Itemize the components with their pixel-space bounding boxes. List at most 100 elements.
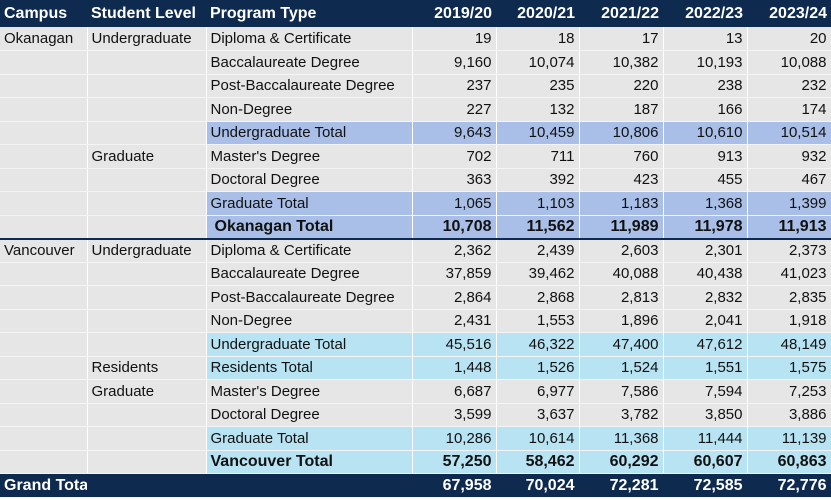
- table-row: Graduate Master's Degree 6,687 6,977 7,5…: [0, 379, 831, 404]
- undergraduate-total-row: Undergraduate Total 45,516 46,322 47,400…: [0, 332, 831, 357]
- value-cell: 72,776: [747, 473, 831, 498]
- value-cell: 467: [747, 168, 831, 192]
- value-cell: 1,103: [496, 191, 580, 216]
- grand-total-row: Grand Total 67,958 70,024 72,281 72,585 …: [0, 473, 831, 498]
- value-cell: 10,614: [496, 426, 580, 451]
- table-row: Non-Degree 227 132 187 166 174: [0, 97, 831, 122]
- campus-cell: [0, 74, 88, 98]
- program-cell: Undergraduate Total: [206, 332, 413, 357]
- program-cell: Vancouver Total: [206, 449, 413, 474]
- value-cell: 10,088: [747, 50, 831, 75]
- header-year-2019: 2019/20: [412, 0, 496, 27]
- value-cell: 41,023: [747, 262, 831, 286]
- campus-cell: [0, 168, 88, 192]
- value-cell: 18: [496, 27, 580, 51]
- campus-cell: [0, 215, 88, 239]
- level-cell: [87, 74, 207, 98]
- campus-cell: [0, 356, 88, 380]
- level-cell: [87, 121, 207, 145]
- value-cell: 932: [747, 144, 831, 169]
- value-cell: 7,594: [663, 379, 748, 404]
- program-cell: Non-Degree: [206, 97, 413, 122]
- value-cell: 2,373: [747, 237, 831, 263]
- table-row: Non-Degree 2,431 1,553 1,896 2,041 1,918: [0, 309, 831, 333]
- value-cell: 6,977: [496, 379, 580, 404]
- value-cell: 47,400: [579, 332, 664, 357]
- program-cell: Baccalaureate Degree: [206, 262, 413, 286]
- table-row: Post-Baccalaureate Degree 2,864 2,868 2,…: [0, 285, 831, 310]
- value-cell: 1,065: [412, 191, 497, 216]
- header-row: Campus Student Level Program Type 2019/2…: [0, 0, 831, 27]
- value-cell: 70,024: [496, 473, 580, 498]
- grand-total-label: Grand Total: [0, 473, 88, 498]
- value-cell: 10,610: [663, 120, 748, 145]
- value-cell: 1,526: [496, 355, 580, 380]
- value-cell: 2,868: [496, 285, 580, 310]
- program-cell: Graduate Total: [206, 191, 413, 216]
- header-year-2021: 2021/22: [579, 0, 663, 27]
- level-cell: [87, 426, 207, 451]
- value-cell: 57,250: [412, 449, 497, 474]
- value-cell: 227: [412, 97, 497, 122]
- value-cell: 19: [412, 27, 497, 51]
- program-cell: Doctoral Degree: [206, 168, 413, 192]
- program-cell: Post-Baccalaureate Degree: [206, 285, 413, 310]
- campus-cell: [0, 285, 88, 310]
- campus-cell: Okanagan: [0, 27, 88, 51]
- value-cell: 72,281: [579, 473, 664, 498]
- value-cell: 1,575: [747, 355, 831, 380]
- value-cell: 1,524: [579, 355, 664, 380]
- value-cell: 760: [579, 144, 664, 169]
- value-cell: 2,041: [663, 309, 748, 333]
- table-row: Vancouver Undergraduate Diploma & Certif…: [0, 237, 831, 263]
- vancouver-total-row: Vancouver Total 57,250 58,462 60,292 60,…: [0, 449, 831, 474]
- value-cell: 60,292: [579, 449, 664, 474]
- header-year-2022: 2022/23: [663, 0, 747, 27]
- value-cell: 1,896: [579, 309, 664, 333]
- value-cell: 10,286: [412, 426, 497, 451]
- table-row: Baccalaureate Degree 37,859 39,462 40,08…: [0, 262, 831, 286]
- value-cell: 702: [412, 144, 497, 169]
- value-cell: 40,438: [663, 262, 748, 286]
- value-cell: 363: [412, 168, 497, 192]
- header-year-2023: 2023/24: [747, 0, 831, 27]
- value-cell: 1,368: [663, 191, 748, 216]
- value-cell: 3,637: [496, 403, 580, 427]
- value-cell: 11,368: [579, 426, 664, 451]
- value-cell: 2,362: [412, 237, 497, 263]
- value-cell: 2,832: [663, 285, 748, 310]
- value-cell: 2,835: [747, 285, 831, 310]
- value-cell: 67,958: [412, 473, 497, 498]
- level-cell: [87, 191, 207, 216]
- level-cell: [87, 473, 207, 498]
- campus-cell: [0, 50, 88, 75]
- value-cell: 2,603: [579, 237, 664, 263]
- level-cell: [87, 285, 207, 310]
- level-cell: [87, 168, 207, 192]
- value-cell: 13: [663, 27, 748, 51]
- value-cell: 37,859: [412, 262, 497, 286]
- value-cell: 232: [747, 74, 831, 98]
- program-cell: Post-Baccalaureate Degree: [206, 74, 413, 98]
- value-cell: 913: [663, 144, 748, 169]
- level-cell: [87, 262, 207, 286]
- level-cell: [87, 50, 207, 75]
- program-cell: Okanagan Total: [206, 214, 413, 240]
- header-program-type: Program Type: [206, 0, 412, 27]
- value-cell: 1,553: [496, 309, 580, 333]
- level-cell: [87, 309, 207, 333]
- header-campus: Campus: [0, 0, 87, 27]
- value-cell: 2,864: [412, 285, 497, 310]
- level-cell: Graduate: [87, 144, 207, 169]
- value-cell: 39,462: [496, 262, 580, 286]
- level-cell: [87, 332, 207, 357]
- level-cell: [87, 215, 207, 239]
- value-cell: 238: [663, 74, 748, 98]
- table-row: Post-Baccalaureate Degree 237 235 220 23…: [0, 74, 831, 98]
- value-cell: 423: [579, 168, 664, 192]
- campus-cell: [0, 97, 88, 122]
- campus-cell: [0, 403, 88, 427]
- value-cell: 1,918: [747, 309, 831, 333]
- value-cell: 7,586: [579, 379, 664, 404]
- campus-cell: [0, 426, 88, 451]
